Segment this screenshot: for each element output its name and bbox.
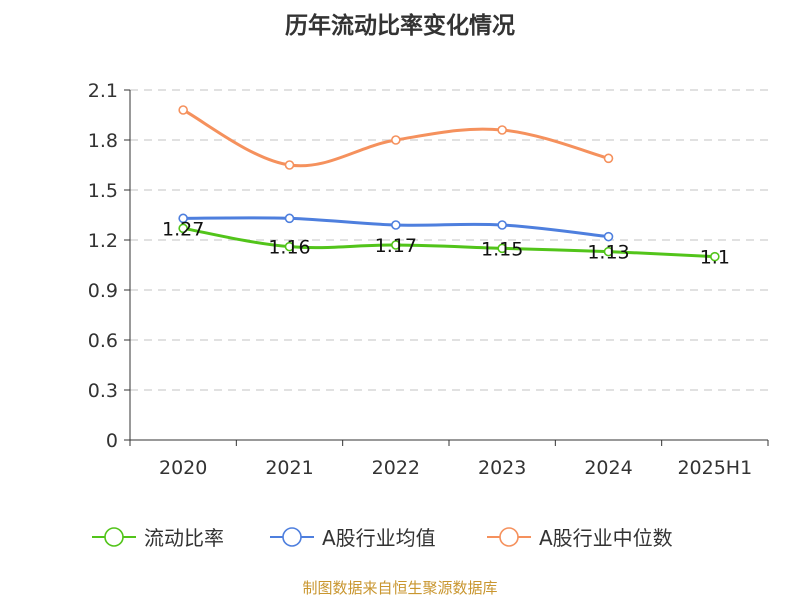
x-tick-label: 2020	[159, 457, 207, 479]
y-tick-label: 1.8	[88, 130, 118, 152]
data-point	[284, 213, 295, 224]
chart-title: 历年流动比率变化情况	[285, 12, 515, 39]
data-label: 1.27	[162, 218, 204, 240]
grid-lines	[130, 89, 768, 391]
y-axis-ticks: 0 0.3 0.6 0.9 1.2 1.5 1.8 2.1	[88, 80, 130, 452]
data-point	[497, 220, 507, 230]
x-tick-label: 2023	[478, 457, 526, 479]
data-point	[391, 240, 401, 250]
data-point	[391, 220, 401, 230]
source-note: 制图数据来自恒生聚源数据库	[302, 579, 497, 597]
legend[interactable]: 流动比率 A股行业均值 A股行业中位数	[92, 526, 673, 550]
series-line-0	[182, 226, 715, 259]
data-point	[284, 160, 295, 170]
data-point	[284, 241, 295, 252]
data-point	[603, 246, 614, 257]
data-label: 1.17	[375, 235, 417, 257]
data-point	[178, 213, 188, 224]
y-tick-label: 0.3	[88, 380, 118, 402]
y-tick-label: 0	[106, 430, 118, 452]
y-tick-label: 2.1	[88, 80, 118, 102]
legend-item-2[interactable]: A股行业中位数	[487, 526, 673, 550]
series-layer	[178, 105, 720, 262]
data-label: 1.15	[481, 238, 523, 260]
legend-label: 流动比率	[144, 526, 224, 550]
legend-marker-icon	[499, 527, 519, 547]
legend-item-1[interactable]: A股行业均值	[270, 526, 436, 550]
data-point	[391, 135, 401, 145]
data-point	[497, 125, 507, 135]
data-point	[603, 231, 614, 242]
data-label: 1.1	[700, 247, 730, 269]
data-point	[710, 251, 720, 262]
x-tick-label: 2024	[584, 457, 632, 479]
legend-label: A股行业均值	[322, 526, 436, 550]
x-tick-label: 2025H1	[677, 457, 752, 479]
x-tick-label: 2022	[372, 457, 420, 479]
data-label: 1.16	[268, 237, 310, 259]
x-tick-label: 2021	[265, 457, 313, 479]
data-point	[603, 153, 614, 164]
legend-item-0[interactable]: 流动比率	[92, 526, 224, 550]
y-tick-label: 0.6	[88, 330, 118, 352]
axes	[129, 90, 768, 441]
data-point	[178, 105, 188, 115]
legend-marker-icon	[282, 527, 302, 547]
y-tick-label: 1.5	[88, 180, 118, 202]
legend-label: A股行业中位数	[539, 526, 673, 550]
legend-marker-icon	[104, 527, 124, 547]
y-tick-label: 1.2	[88, 230, 118, 252]
data-labels: 1.27 1.16 1.17 1.15 1.13 1.1	[162, 218, 730, 268]
y-tick-label: 0.9	[88, 280, 118, 302]
data-label: 1.13	[587, 242, 629, 264]
data-point	[497, 243, 507, 254]
x-axis-ticks: 2020 2021 2022 2023 2024 2025H1	[129, 440, 769, 479]
data-point	[178, 223, 188, 234]
